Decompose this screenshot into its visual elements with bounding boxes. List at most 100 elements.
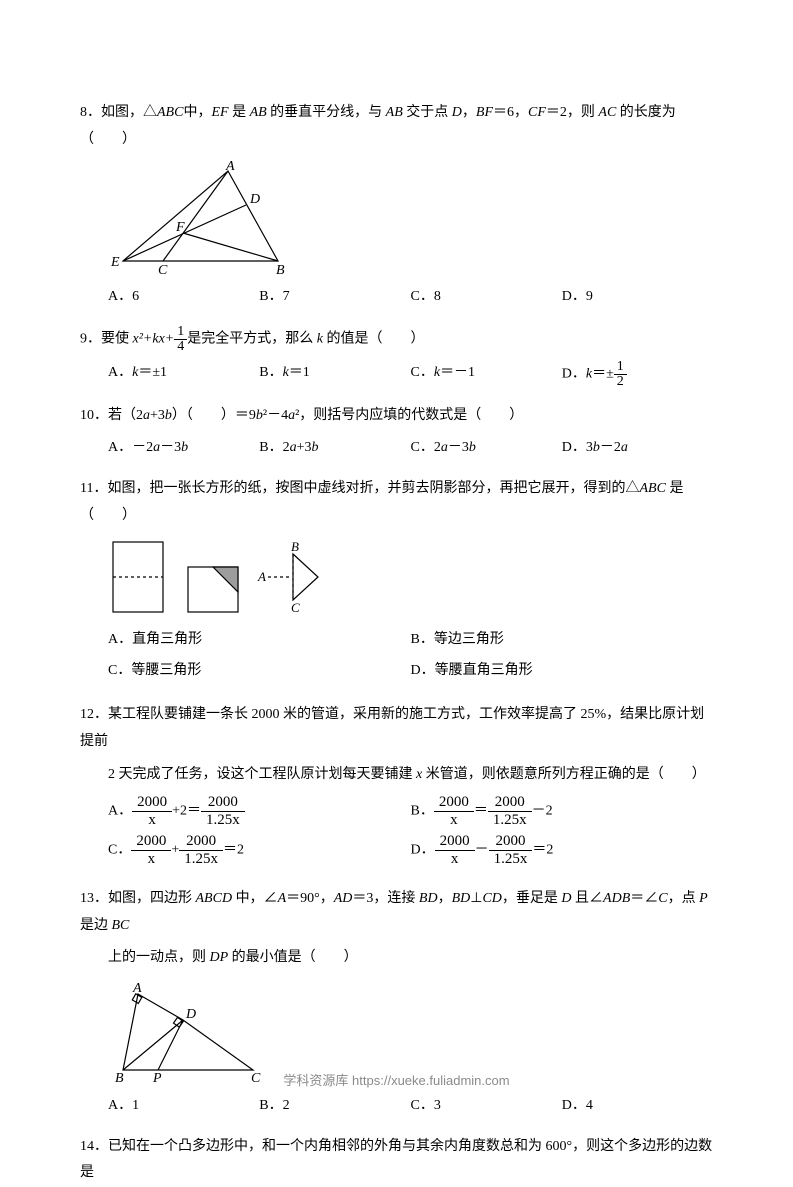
q11-num: 11．	[80, 481, 107, 496]
q13-bd: BD	[419, 891, 438, 906]
q10d-p: D．3	[562, 440, 593, 455]
q14-stem: 14．已知在一个凸多边形中，和一个内角相邻的外角与其余内角度数总和为 600°，…	[80, 1134, 713, 1187]
q8-label-d: D	[249, 192, 260, 207]
q9-d-frac-d: 2	[614, 375, 627, 389]
q11-label-c: C	[291, 600, 300, 615]
q9-t3: 的值是（ ）	[323, 332, 425, 347]
q11-opt-c: C．等腰三角形	[108, 658, 411, 685]
q12c-f1n: 2000	[131, 833, 171, 851]
q13-t5: ，	[438, 891, 452, 906]
q11-opt-a: A．直角三角形	[108, 627, 411, 654]
q8-num: 8．	[80, 105, 101, 120]
q9-stem: 9．要使 x²+kx+14是完全平方式，那么 k 的值是（ ）	[80, 325, 713, 354]
q8-label-e: E	[110, 255, 120, 270]
q12b-f1: 2000x	[434, 794, 474, 829]
q12c-f2: 20001.25x	[179, 833, 223, 868]
q12-options: A．2000x+2＝20001.25x B．2000x＝20001.25x－2 …	[80, 794, 713, 872]
q13-stem-l1: 13．如图，四边形 ABCD 中，∠A＝90°，AD＝3，连接 BD，BD⊥CD…	[80, 886, 713, 939]
q13-opt-d: D．4	[562, 1093, 713, 1120]
q12a-f1: 2000x	[132, 794, 172, 829]
q13-a: A	[278, 891, 287, 906]
q13-num: 13．	[80, 891, 108, 906]
q13-t1: 如图，四边形	[108, 891, 196, 906]
q12a-f2n: 2000	[201, 794, 245, 812]
q13-t6: ⊥	[470, 891, 482, 906]
q10d-b: b	[593, 440, 600, 455]
q10c-a: a	[441, 440, 448, 455]
q13-label-a: A	[132, 981, 142, 996]
q12c-f1: 2000x	[131, 833, 171, 868]
q9-c-pre: C．	[411, 365, 434, 380]
q8-label-b: B	[276, 263, 285, 276]
q10-opt-c: C．2a－3b	[411, 435, 562, 462]
q8-t8: ＝2，则	[546, 105, 599, 120]
q13-t11: 是边	[80, 918, 112, 933]
q12b-f2n: 2000	[488, 794, 532, 812]
q12d-f2d: 1.25x	[489, 851, 533, 868]
page-footer: 学科资源库 https://xueke.fuliadmin.com	[0, 1069, 793, 1094]
q11-label-b: B	[291, 539, 299, 554]
q10b-a: a	[290, 440, 297, 455]
q10b-m: +3	[297, 440, 312, 455]
q9-expr: x²+kx+	[133, 332, 175, 347]
q14-t: 已知在一个凸多边形中，和一个内角相邻的外角与其余内角度数总和为 600°，则这个…	[80, 1139, 712, 1181]
q9-d-pre: D．	[562, 367, 586, 382]
q8-ab2: AB	[386, 105, 403, 120]
q13-dp: DP	[210, 950, 229, 965]
q8-t4: 的垂直平分线，与	[267, 105, 386, 120]
question-9: 9．要使 x²+kx+14是完全平方式，那么 k 的值是（ ） A．k＝±1 B…	[80, 325, 713, 389]
q9-b-pre: B．	[259, 365, 282, 380]
q9-a-pre: A．	[108, 365, 132, 380]
q13-label-d: D	[185, 1007, 196, 1022]
q13-opt-b: B．2	[259, 1093, 410, 1120]
q9-c-post: ＝－1	[440, 365, 475, 380]
q10-b1: b	[165, 408, 172, 423]
q10-t1: 若（2	[108, 408, 143, 423]
q13-ad: AD	[334, 891, 353, 906]
q10b-b: b	[312, 440, 319, 455]
q12c-post: ＝2	[223, 843, 244, 858]
q10d-a: a	[621, 440, 628, 455]
q12d-post: ＝2	[532, 843, 553, 858]
q12b-f1n: 2000	[434, 794, 474, 812]
q13-t2: 中，∠	[232, 891, 278, 906]
q13-t10: ，点	[668, 891, 700, 906]
q8-label-a: A	[225, 161, 235, 174]
q12d-f1n: 2000	[435, 833, 475, 851]
q12-num: 12．	[80, 707, 108, 722]
q9-opt-d: D．k＝±12	[562, 360, 713, 389]
q12c-f2n: 2000	[179, 833, 223, 851]
q8-bf: BF	[476, 105, 493, 120]
q10-t4: ²－4	[263, 408, 288, 423]
q12a-f1n: 2000	[132, 794, 172, 812]
q12b-f1d: x	[434, 812, 474, 829]
q8-opt-c: C．8	[411, 284, 562, 311]
q13-c: C	[658, 891, 667, 906]
q12-stem-l1: 12．某工程队要铺建一条长 2000 米的管道，采用新的施工方式，工作效率提高了…	[80, 702, 713, 755]
q11-fold-svg: A B C	[108, 537, 368, 619]
q8-label-c: C	[158, 263, 168, 276]
q11-options: A．直角三角形 B．等边三角形 C．等腰三角形 D．等腰直角三角形	[80, 627, 713, 688]
q8-t1: 如图，△	[101, 105, 157, 120]
q12b-f2: 20001.25x	[488, 794, 532, 829]
q12c-f1d: x	[131, 851, 171, 868]
q8-ab: AB	[250, 105, 267, 120]
q13-l2a: 上的一动点，则	[108, 950, 210, 965]
q9-opt-c: C．k＝－1	[411, 360, 562, 389]
q9-frac: 14	[174, 325, 187, 354]
q10-b2: b	[256, 408, 263, 423]
q10-t5: ²，则括号内应填的代数式是（ ）	[295, 408, 523, 423]
q9-opt-a: A．k＝±1	[108, 360, 259, 389]
q12-opt-a: A．2000x+2＝20001.25x	[108, 794, 411, 829]
q10c-p: C．2	[411, 440, 441, 455]
q12-t3: 米管道，则依题意所列方程正确的是（ ）	[422, 767, 706, 782]
q13-options: A．1 B．2 C．3 D．4	[80, 1093, 713, 1120]
q9-t2: 是完全平方式，那么	[187, 332, 317, 347]
q8-abc: ABC	[157, 105, 183, 120]
question-12: 12．某工程队要铺建一条长 2000 米的管道，采用新的施工方式，工作效率提高了…	[80, 702, 713, 872]
q12d-f2: 20001.25x	[489, 833, 533, 868]
q12d-f1: 2000x	[435, 833, 475, 868]
q9-d-post: ＝±	[592, 367, 614, 382]
q9-num: 9．	[80, 332, 101, 347]
q11-label-a: A	[257, 569, 266, 584]
